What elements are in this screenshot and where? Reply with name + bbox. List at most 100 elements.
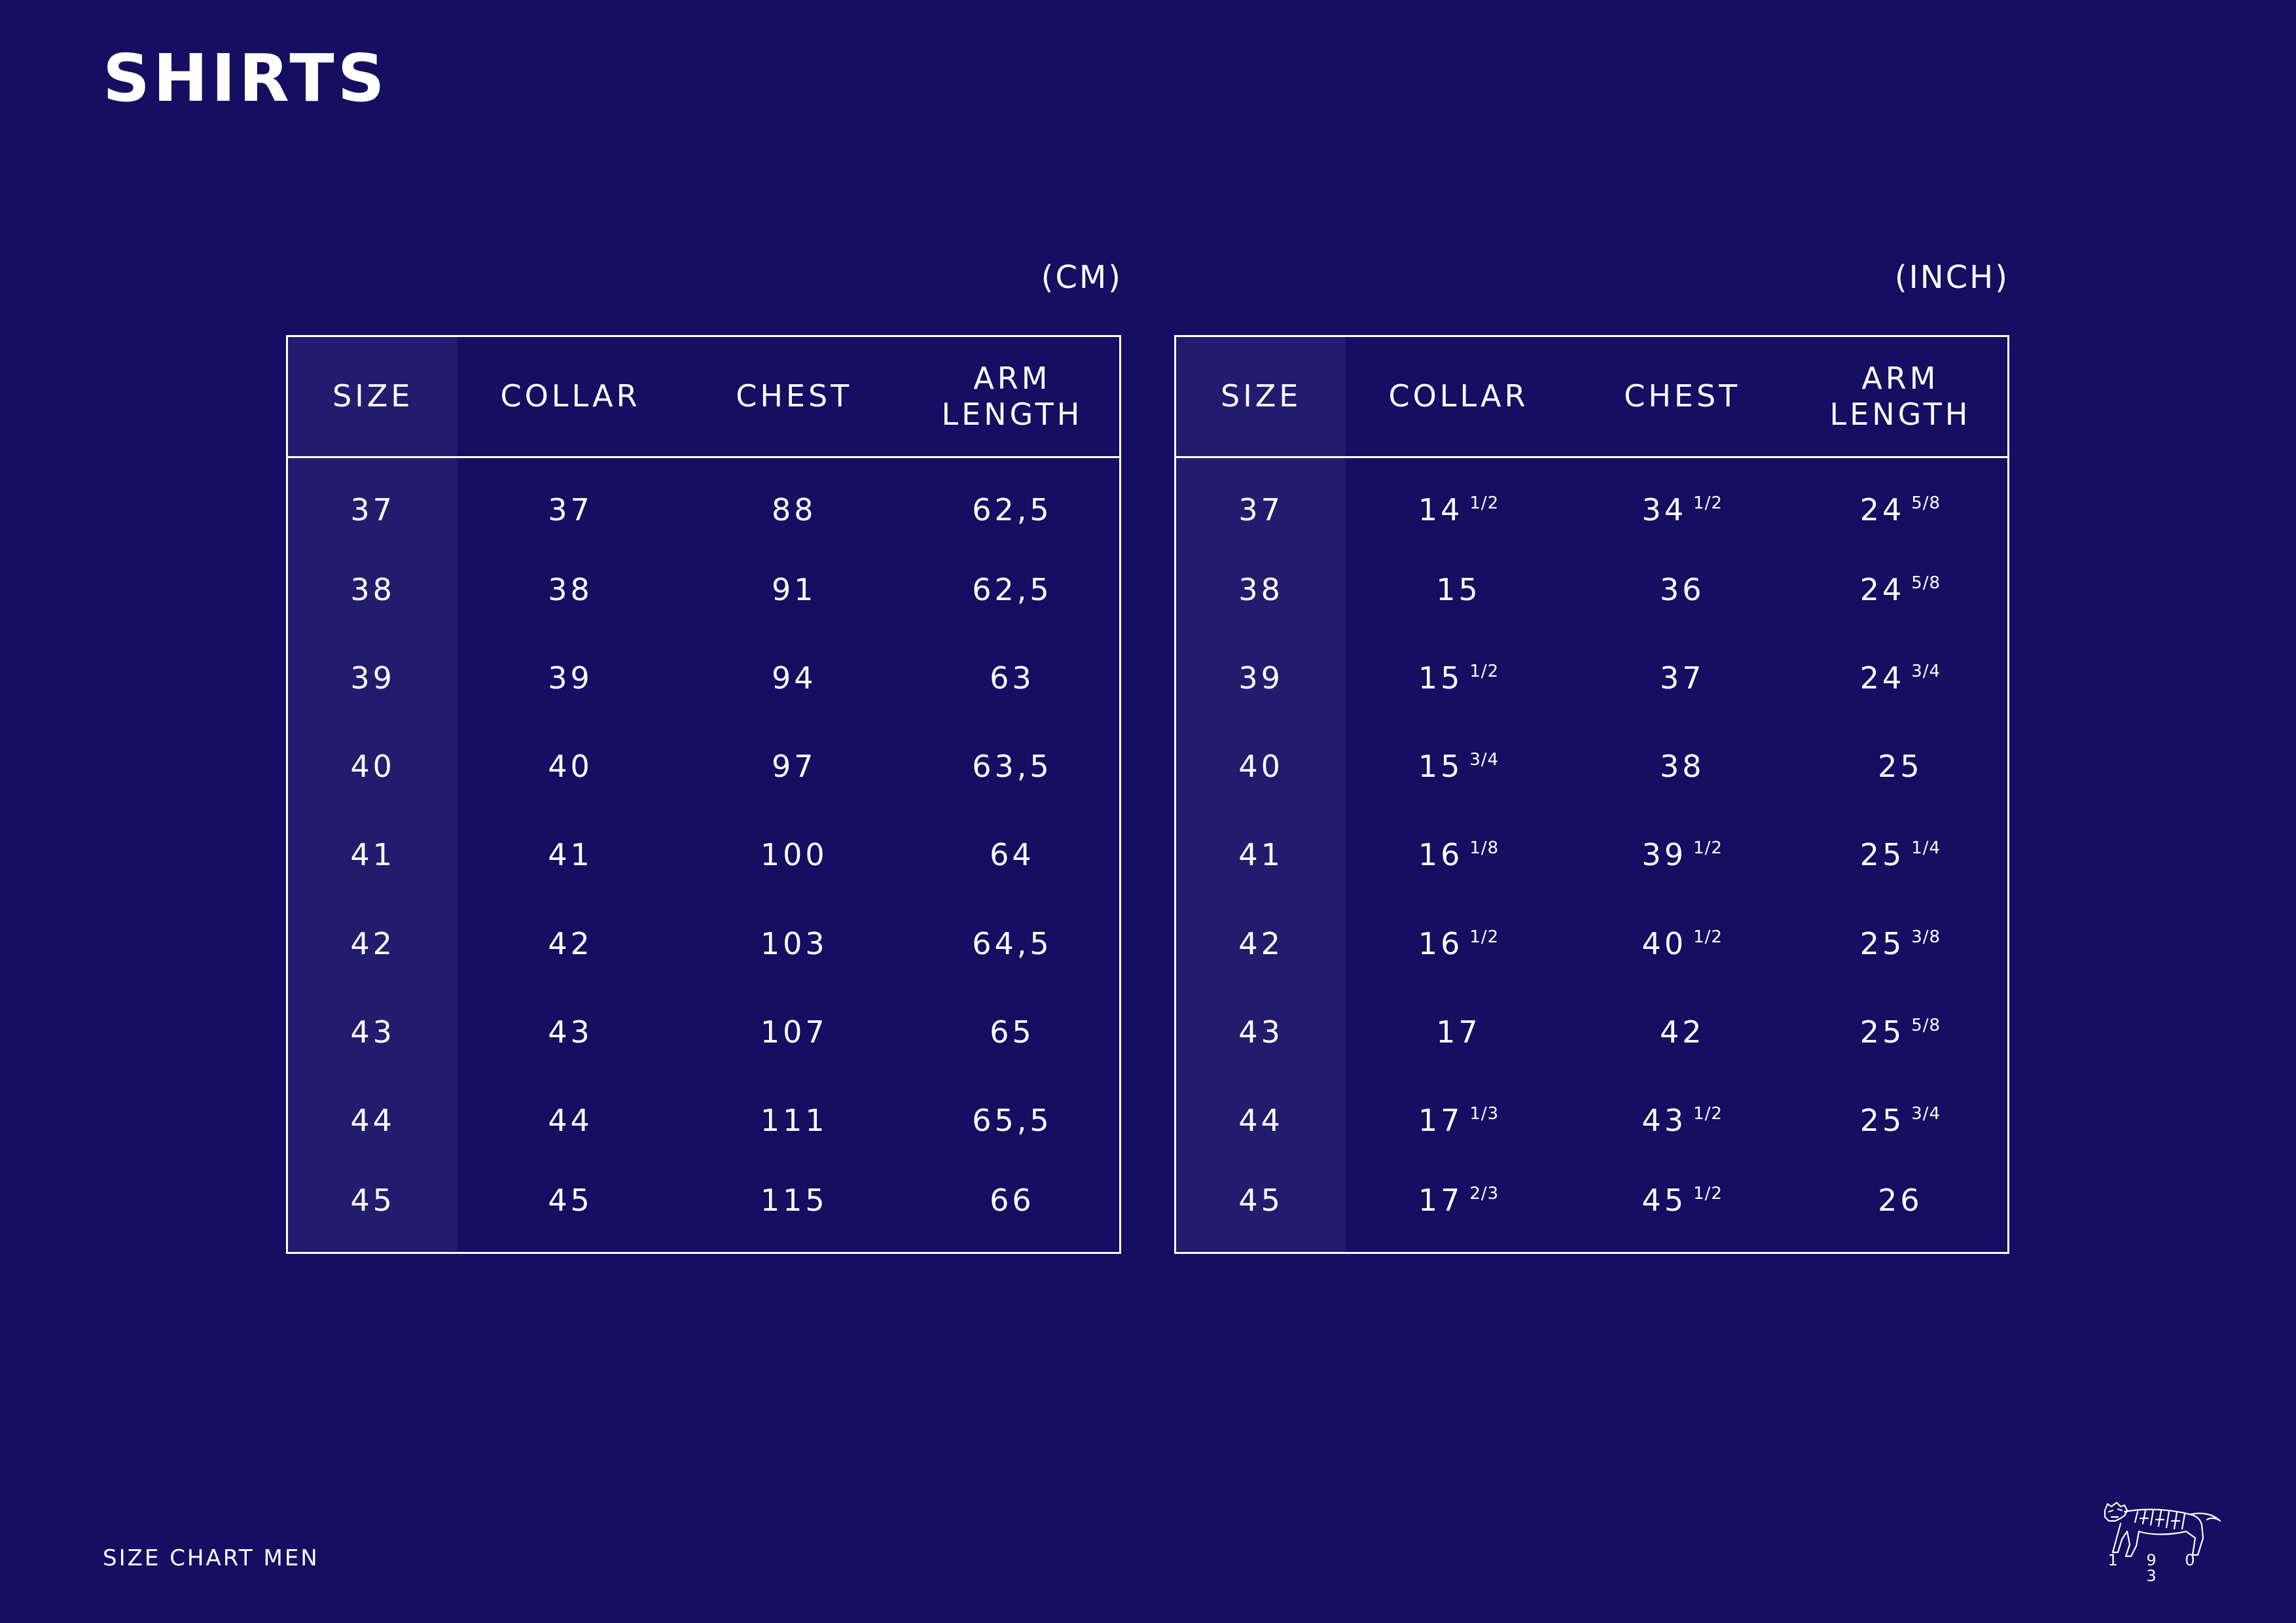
cell-value: 14 [1418, 491, 1463, 527]
cell-value: 94 [771, 660, 817, 696]
table-row: 42 16 1/2 40 1/2 25 3/8 [1175, 899, 2009, 988]
unit-label-cm: (CM) [1041, 259, 1122, 296]
size-table-inch: SIZE COLLAR CHEST ARM LENGTH 37 14 1/2 34 1/2 24… [1174, 335, 2009, 1254]
table-row: 41 41 100 64 [287, 810, 1121, 900]
table-cell: 15 1/2 [1346, 634, 1571, 722]
table-cell: 43 [287, 988, 458, 1077]
table-cell: 38 [287, 545, 458, 634]
cell-value: 40 [350, 749, 395, 785]
cell-value: 63 [990, 660, 1035, 696]
table-cell: 66 [905, 1164, 1121, 1253]
table-cell: 16 1/2 [1346, 899, 1571, 988]
cell-value: 25 [1859, 1014, 1905, 1050]
table-cell: 45 1/2 [1571, 1164, 1793, 1253]
table-row: 39 39 94 63 [287, 633, 1121, 722]
cell-value: 15 [1418, 749, 1463, 785]
table-cell: 15 3/4 [1346, 722, 1571, 811]
table-cell: 43 1/2 [1571, 1076, 1793, 1164]
cell-value: 62,5 [972, 491, 1052, 527]
table-cell: 25 3/4 [1793, 1076, 2009, 1164]
cell-fraction: 3/4 [1469, 750, 1499, 770]
cell-value: 17 [1418, 1102, 1463, 1138]
cell-value: 24 [1859, 491, 1905, 527]
table-cell: 37 [1175, 457, 1346, 546]
cell-value: 39 [1641, 837, 1687, 873]
cell-value: 45 [1238, 1183, 1283, 1219]
cell-value: 41 [548, 837, 593, 873]
table-cell: 39 [457, 634, 683, 722]
cell-value: 66 [990, 1183, 1035, 1219]
table-cell: 63 [905, 634, 1121, 722]
cell-fraction: 5/8 [1911, 1015, 1941, 1035]
table-cell: 24 3/4 [1793, 634, 2009, 722]
table-cell: 63,5 [905, 722, 1121, 811]
cell-value: 24 [1859, 660, 1905, 696]
table-cell: 38 [1175, 545, 1346, 634]
cell-value: 88 [771, 491, 817, 527]
column-header: COLLAR [1346, 336, 1571, 458]
cell-value: 25 [1859, 925, 1905, 961]
table-cell: 37 [287, 457, 458, 546]
column-header: CHEST [683, 336, 905, 458]
cell-value: 64,5 [972, 925, 1052, 961]
column-header: SIZE [1175, 336, 1346, 458]
cell-fraction: 5/8 [1911, 573, 1941, 594]
table-row: 45 45 115 66 [287, 1164, 1121, 1253]
cell-value: 39 [548, 660, 593, 696]
cell-value: 16 [1418, 925, 1463, 961]
cell-value: 17 [1418, 1183, 1463, 1219]
cell-value: 43 [1641, 1102, 1687, 1138]
table-row: 38 15 36 24 5/8 [1175, 545, 2009, 634]
table-cell: 88 [683, 457, 905, 546]
cell-value: 15 [1436, 572, 1481, 608]
cell-value: 16 [1418, 837, 1463, 873]
cell-value: 26 [1878, 1183, 1923, 1219]
cell-fraction: 1/2 [1693, 838, 1723, 859]
table-cell: 34 1/2 [1571, 457, 1793, 546]
table-row: 41 16 1/8 39 1/2 25 1/4 [1175, 810, 2009, 900]
table-cell: 100 [683, 811, 905, 899]
table-cell: 45 [457, 1164, 683, 1253]
column-header: ARM LENGTH [905, 336, 1121, 458]
table-cell: 14 1/2 [1346, 457, 1571, 546]
cell-value: 24 [1859, 572, 1905, 608]
cell-value: 15 [1418, 660, 1463, 696]
cell-value: 115 [760, 1183, 828, 1219]
cell-fraction: 1/2 [1469, 662, 1499, 682]
cell-value: 44 [350, 1102, 395, 1138]
table-cell: 41 [457, 811, 683, 899]
cell-fraction: 1/2 [1469, 927, 1499, 947]
table-cell: 42 [1571, 988, 1793, 1076]
table-cell: 40 [287, 722, 458, 811]
table-cell: 25 5/8 [1793, 988, 2009, 1076]
cell-value: 44 [1238, 1102, 1283, 1138]
table-row: 44 17 1/3 43 1/2 25 3/4 [1175, 1076, 2009, 1165]
table-cell: 17 2/3 [1346, 1164, 1571, 1253]
cell-value: 42 [1238, 925, 1283, 961]
cell-value: 37 [350, 491, 395, 527]
table-cell: 45 [287, 1164, 458, 1253]
cell-value: 91 [771, 572, 817, 608]
table-cell: 15 [1346, 546, 1571, 634]
cell-value: 37 [1659, 660, 1705, 696]
cell-fraction: 3/4 [1911, 1103, 1941, 1124]
header-row: SIZE COLLAR CHEST ARM LENGTH [1175, 336, 2009, 458]
cell-fraction: 1/3 [1469, 1103, 1499, 1124]
cell-value: 25 [1878, 749, 1923, 785]
page-title: SHIRTS [103, 40, 388, 116]
table-row: 40 40 97 63,5 [287, 722, 1121, 811]
table-cell: 65,5 [905, 1076, 1121, 1164]
table-row: 43 17 42 25 5/8 [1175, 988, 2009, 1077]
table-cell: 37 [457, 457, 683, 546]
table-cell: 115 [683, 1164, 905, 1253]
table-cell: 16 1/8 [1346, 811, 1571, 899]
table-cell: 43 [1175, 988, 1346, 1077]
column-header: CHEST [1571, 336, 1793, 458]
table-cell: 39 [287, 633, 458, 722]
table-cell: 111 [683, 1076, 905, 1164]
cell-fraction: 1/2 [1469, 493, 1499, 513]
table-row: 37 37 88 62,5 [287, 457, 1121, 546]
cell-value: 40 [1238, 749, 1283, 785]
table-row: 40 15 3/4 38 25 [1175, 722, 2009, 811]
cell-value: 97 [771, 749, 817, 785]
